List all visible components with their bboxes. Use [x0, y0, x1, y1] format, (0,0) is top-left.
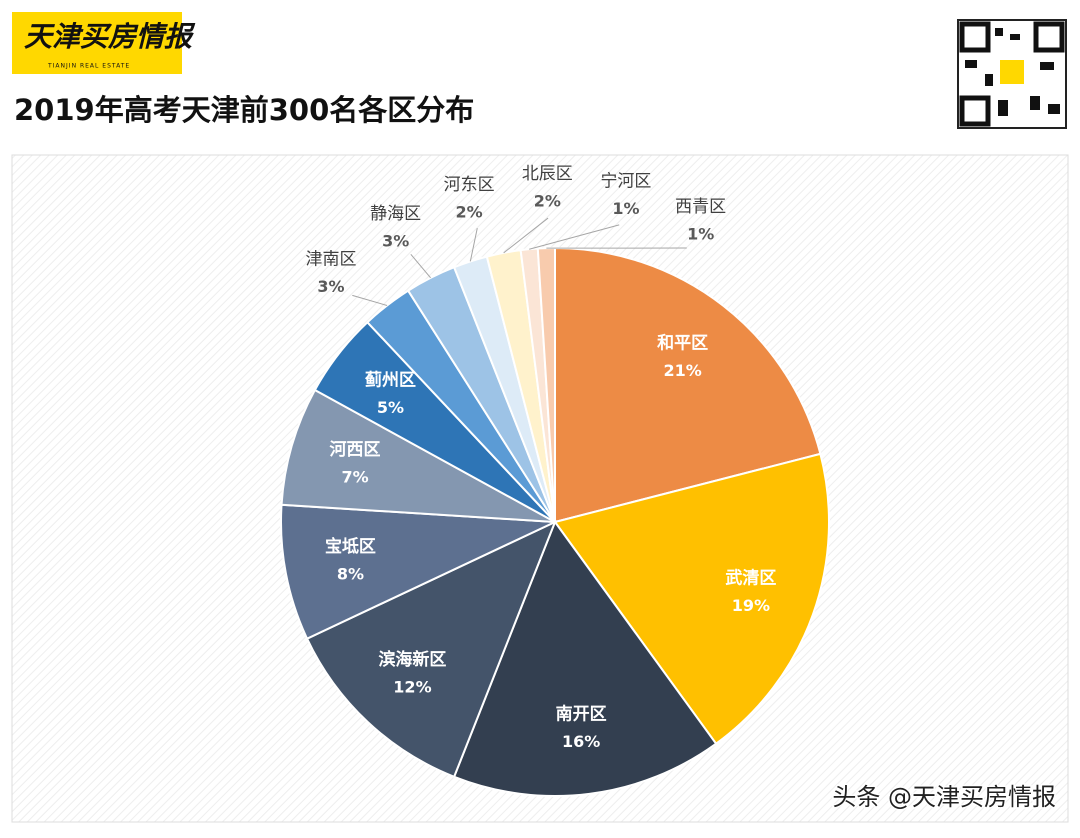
value-label: 19% — [732, 596, 770, 615]
slice-label: 宁河区 — [600, 172, 651, 192]
slice-label: 河东区 — [444, 175, 495, 195]
logo-sub: TIANJIN REAL ESTATE — [47, 63, 130, 70]
slice-label: 津南区 — [305, 250, 356, 270]
value-label: 3% — [382, 232, 409, 251]
chart-title: 2019年高考天津前300名各区分布 — [14, 93, 474, 127]
slice-label: 河西区 — [330, 440, 381, 460]
slice-label: 静海区 — [370, 204, 421, 224]
value-label: 16% — [562, 732, 600, 751]
slice-label: 南开区 — [556, 704, 607, 725]
slice-label: 武清区 — [725, 568, 776, 589]
value-label: 1% — [612, 199, 639, 218]
slice-label: 西青区 — [675, 197, 726, 217]
value-label: 2% — [534, 192, 561, 211]
slice-label: 滨海新区 — [378, 649, 446, 670]
value-label: 21% — [663, 361, 701, 380]
slice-label: 北辰区 — [522, 164, 573, 184]
value-label: 12% — [393, 677, 431, 696]
slice-label: 宝坻区 — [325, 536, 376, 557]
value-label: 7% — [341, 467, 368, 486]
value-label: 5% — [377, 398, 404, 417]
value-label: 2% — [456, 203, 483, 222]
watermark: 头条 @天津买房情报 — [832, 783, 1056, 811]
qr-code — [958, 20, 1066, 128]
value-label: 3% — [317, 277, 344, 296]
slice-label: 蓟州区 — [364, 369, 416, 390]
logo: 天津买房情报 — [24, 20, 196, 53]
value-label: 8% — [337, 565, 364, 584]
value-label: 1% — [687, 225, 714, 244]
slice-label: 和平区 — [657, 333, 708, 353]
